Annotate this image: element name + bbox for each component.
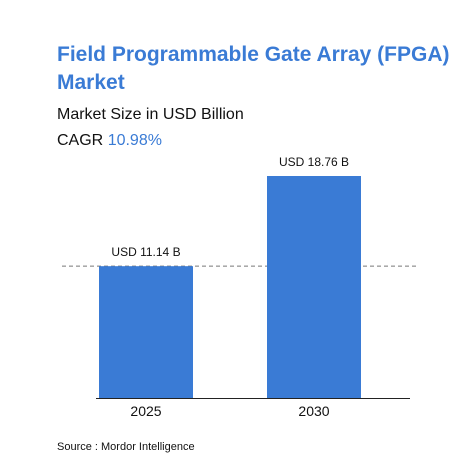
cagr-label: CAGR [57, 132, 104, 149]
x-tick-label-2030: 2030 [298, 403, 329, 419]
chart-subtitle: Market Size in USD Billion [57, 106, 244, 123]
data-label-2030: USD 18.76 B [279, 155, 349, 169]
source-note: Source : Mordor Intelligence [57, 441, 195, 453]
chart-title: Field Programmable Gate Array (FPGA) Mar… [57, 43, 450, 94]
bar-2025 [99, 266, 193, 398]
bar-2030 [267, 176, 361, 398]
cagr-value: 10.98% [107, 132, 162, 149]
cagr-line: CAGR 10.98% [57, 131, 162, 151]
x-tick-label-2025: 2025 [130, 403, 161, 419]
data-label-2025: USD 11.14 B [111, 245, 180, 259]
